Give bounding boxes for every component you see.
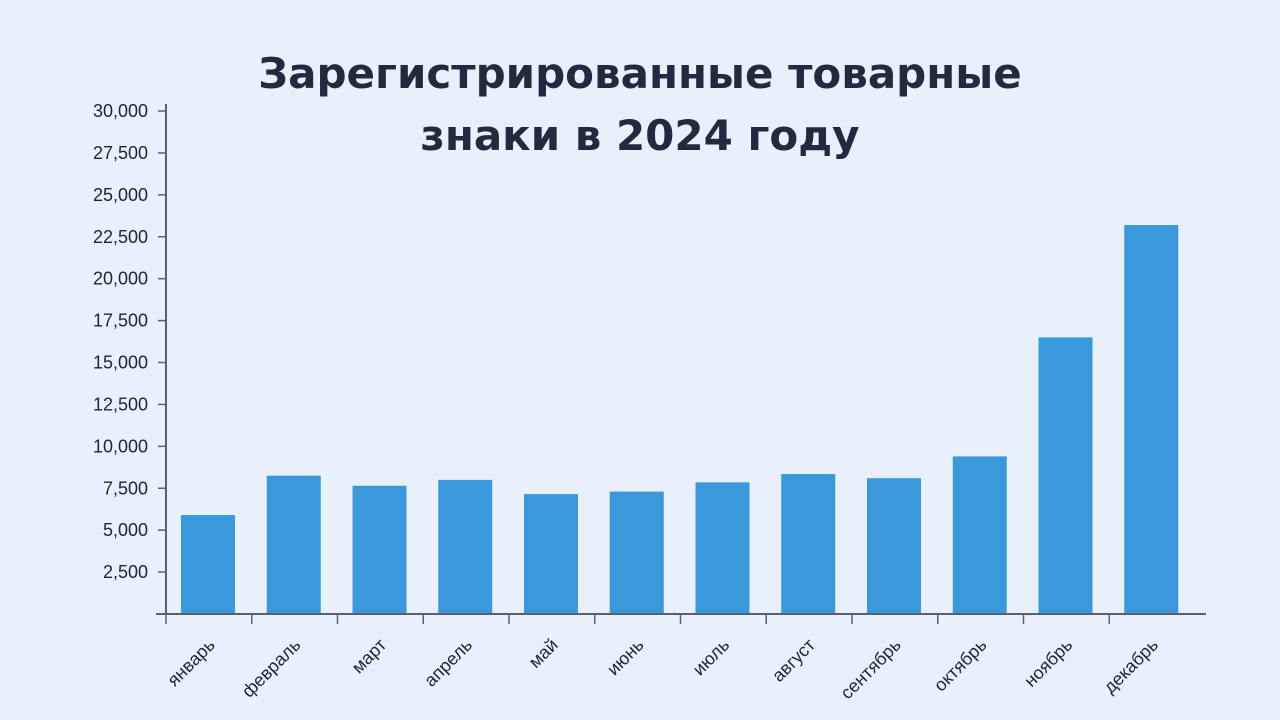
bar-8 [781, 473, 836, 614]
bar-7 [695, 482, 750, 614]
chart-title-line-2: знаки в 2024 году [420, 111, 860, 160]
y-tick-label: 20,000 [93, 269, 148, 289]
x-tick-label: август [768, 635, 819, 686]
x-tick-label: октябрь [930, 635, 991, 696]
bar-2 [266, 475, 321, 614]
y-tick-label: 25,000 [93, 185, 148, 205]
x-tick-label: июль [689, 635, 734, 680]
x-tick-label: апрель [420, 635, 476, 691]
bar-12 [1124, 225, 1179, 614]
y-tick-label: 30,000 [93, 101, 148, 121]
x-tick-label: ноябрь [1020, 635, 1076, 691]
y-tick-label: 5,000 [103, 520, 148, 540]
y-tick-label: 7,500 [103, 478, 148, 498]
x-axis: январь февраль март апрель май июнь июль август… [156, 613, 1206, 703]
y-tick-label: 17,500 [93, 311, 148, 331]
y-tick-label: 27,500 [93, 143, 148, 163]
bar-3 [352, 485, 407, 614]
x-tick-label: март [348, 635, 391, 678]
x-tick-label: январь [163, 635, 218, 690]
y-tick-label: 12,500 [93, 394, 148, 414]
y-tick-label: 15,000 [93, 353, 148, 373]
bar-11 [1038, 337, 1093, 614]
x-tick-label: февраль [238, 635, 305, 702]
bar-10 [952, 456, 1007, 614]
bar-4 [438, 479, 493, 614]
y-tick-label: 10,000 [93, 436, 148, 456]
bar-9 [867, 478, 921, 614]
chart-title-line-1: Зарегистрированные товарные [258, 49, 1022, 98]
y-axis: 2,500 5,000 7,500 10,000 12,500 15,000 17,500 2… [93, 101, 167, 614]
bar-5 [524, 494, 578, 614]
x-tick-label: декабрь [1099, 635, 1162, 698]
x-tick-label: май [525, 635, 562, 672]
bars [181, 225, 1179, 614]
y-tick-label: 2,500 [103, 562, 148, 582]
y-tick-label: 22,500 [93, 227, 148, 247]
bar-6 [609, 491, 664, 614]
x-tick-label: сентябрь [836, 635, 904, 703]
x-tick-label: июнь [603, 635, 647, 679]
bar-1 [181, 515, 235, 614]
